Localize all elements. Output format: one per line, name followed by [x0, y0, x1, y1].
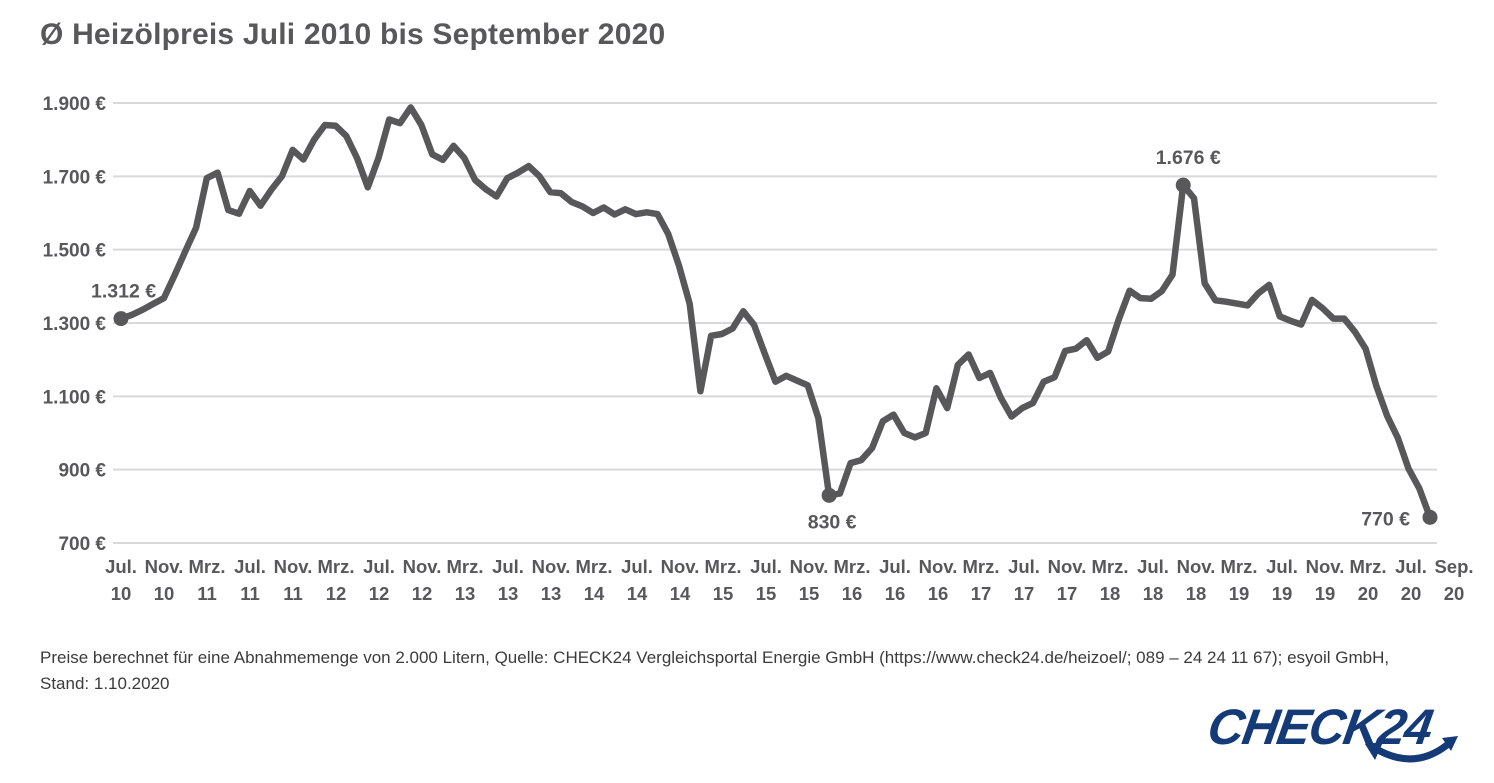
x-tick-label-month: Mrz. — [705, 556, 742, 577]
x-tick-label-month: Nov. — [274, 556, 313, 577]
x-tick-label-month: Nov. — [661, 556, 700, 577]
data-point-dot — [1175, 177, 1191, 193]
x-tick-label-year: 15 — [713, 583, 734, 604]
y-tick-label: 700 € — [58, 534, 106, 555]
x-tick-label-month: Nov. — [790, 556, 829, 577]
data-point-dot — [821, 487, 837, 503]
price-line — [117, 104, 1434, 521]
x-tick-label-month: Jul. — [1137, 556, 1169, 577]
y-tick-label: 1.100 € — [43, 387, 107, 408]
x-tick-label-year: 20 — [1444, 583, 1465, 604]
page-title: Ø Heizölpreis Juli 2010 bis September 20… — [40, 18, 666, 51]
check24-logo-text: CHECK24 — [1204, 698, 1437, 755]
x-tick-label-month: Sep. — [1434, 556, 1473, 577]
x-tick-label-year: 16 — [928, 583, 949, 604]
check24-logo-graphic: CHECK24 — [1204, 698, 1458, 763]
annotation-label: 770 € — [1361, 508, 1410, 530]
x-tick-label-month: Mrz. — [1092, 556, 1129, 577]
x-tick-label-year: 17 — [1057, 583, 1078, 604]
source-note-line1: Preise berechnet für eine Abnahmemenge v… — [40, 648, 1390, 667]
x-tick-label-month: Jul. — [1008, 556, 1040, 577]
annotation-label: 1.676 € — [1156, 147, 1221, 169]
x-tick-label-year: 19 — [1272, 583, 1293, 604]
x-tick-label-month: Mrz. — [1221, 556, 1258, 577]
x-tick-label-month: Mrz. — [963, 556, 1000, 577]
x-tick-label-year: 13 — [498, 583, 519, 604]
x-tick-label-year: 14 — [670, 583, 691, 604]
x-tick-label-month: Mrz. — [318, 556, 355, 577]
x-tick-label-month: Mrz. — [1350, 556, 1387, 577]
x-tick-label-year: 11 — [197, 583, 217, 604]
x-tick-label-month: Nov. — [145, 556, 184, 577]
y-tick-label: 1.500 € — [43, 241, 107, 262]
x-tick-label-year: 17 — [1014, 583, 1035, 604]
check24-logo: CHECK24 — [1200, 692, 1468, 773]
x-tick-label-month: Mrz. — [834, 556, 871, 577]
x-tick-label-year: 13 — [541, 583, 562, 604]
x-tick-label-year: 18 — [1143, 583, 1164, 604]
x-tick-label-year: 12 — [369, 583, 390, 604]
x-tick-label-month: Jul. — [1266, 556, 1298, 577]
x-tick-label-month: Jul. — [879, 556, 911, 577]
x-tick-label-month: Nov. — [1177, 556, 1216, 577]
x-tick-label-month: Mrz. — [447, 556, 484, 577]
x-tick-label-year: 14 — [627, 583, 648, 604]
x-tick-label-year: 11 — [283, 583, 303, 604]
x-tick-label-year: 11 — [240, 583, 260, 604]
x-tick-label-year: 20 — [1358, 583, 1379, 604]
x-tick-label-year: 19 — [1315, 583, 1336, 604]
x-tick-label-year: 19 — [1229, 583, 1250, 604]
x-tick-label-year: 12 — [326, 583, 347, 604]
x-tick-label-month: Nov. — [1048, 556, 1087, 577]
x-tick-label-month: Nov. — [919, 556, 958, 577]
x-tick-label-year: 14 — [584, 583, 605, 604]
x-tick-label-year: 15 — [799, 583, 820, 604]
x-tick-label-month: Jul. — [750, 556, 782, 577]
x-tick-label-month: Mrz. — [189, 556, 226, 577]
x-tick-label-year: 12 — [412, 583, 433, 604]
x-tick-label-month: Nov. — [1306, 556, 1345, 577]
x-tick-label-year: 17 — [971, 583, 992, 604]
y-tick-label: 900 € — [58, 461, 106, 482]
x-tick-label-month: Nov. — [403, 556, 442, 577]
x-tick-label-year: 18 — [1100, 583, 1121, 604]
check24-logo-wordmark: CHECK24 — [1204, 698, 1437, 755]
data-point-dot — [1422, 509, 1438, 525]
y-tick-label: 1.700 € — [43, 167, 107, 188]
x-tick-label-month: Jul. — [234, 556, 266, 577]
heizoelpreis-line-chart: 1.900 € 1.700 € 1.500 € 1.300 € 1.100 € 900 €… — [43, 94, 1474, 604]
x-tick-label-year: 20 — [1401, 583, 1422, 604]
x-tick-label-month: Mrz. — [576, 556, 613, 577]
x-tick-label-year: 16 — [885, 583, 906, 604]
data-point-dot — [113, 311, 129, 327]
source-note-line2: Stand: 1.10.2020 — [40, 674, 170, 693]
x-tick-label-year: 10 — [154, 583, 175, 604]
x-tick-label-year: 18 — [1186, 583, 1207, 604]
check24-smile-arrow-icon — [1365, 736, 1458, 763]
x-tick-label-year: 13 — [455, 583, 476, 604]
annotation-label: 1.312 € — [91, 281, 156, 303]
x-tick-label-month: Jul. — [492, 556, 524, 577]
x-tick-label-month: Jul. — [621, 556, 653, 577]
x-tick-label-month: Jul. — [363, 556, 395, 577]
x-tick-label-month: Nov. — [532, 556, 571, 577]
annotation-label: 830 € — [808, 511, 857, 533]
x-tick-label-year: 16 — [842, 583, 863, 604]
x-tick-label-year: 10 — [111, 583, 132, 604]
y-tick-label: 1.300 € — [43, 314, 107, 335]
y-tick-label: 1.900 € — [43, 94, 107, 115]
source-note: Preise berechnet für eine Abnahmemenge v… — [40, 645, 1480, 697]
x-tick-label-month: Jul. — [105, 556, 137, 577]
x-tick-label-month: Jul. — [1395, 556, 1427, 577]
x-tick-label-year: 15 — [756, 583, 777, 604]
